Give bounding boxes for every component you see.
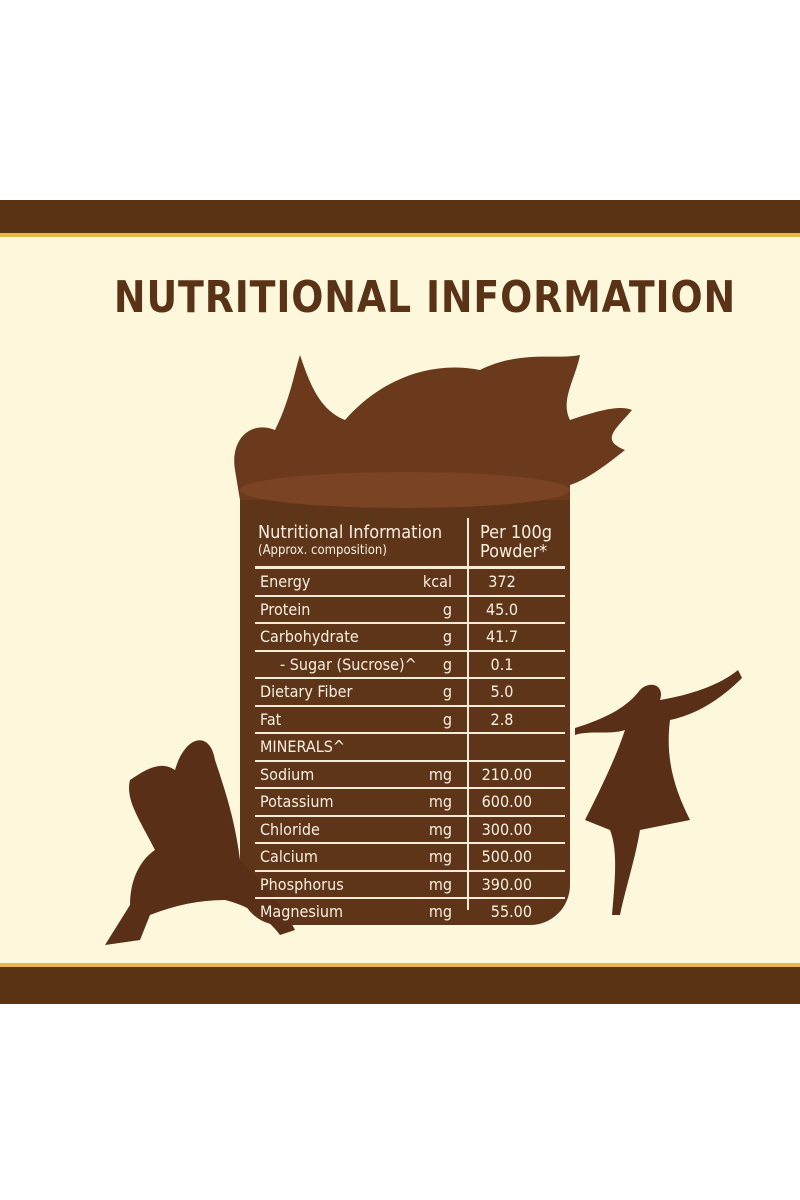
table-row: Potassium mg 600.00: [255, 789, 565, 817]
nutrient-unit: mg: [428, 764, 452, 784]
table-row: Energy kcal 372: [255, 569, 565, 597]
kneeling-figure: [105, 740, 295, 945]
header-per-100g: Per 100g: [480, 522, 553, 543]
header-sublabel: (Approx. composition): [258, 543, 387, 558]
nutrient-value: 300.00: [481, 819, 532, 839]
nutrient-name: Chloride: [260, 819, 320, 839]
nutrient-name: Potassium: [260, 792, 334, 811]
nutrient-unit: mg: [428, 792, 452, 811]
nutrient-name: Carbohydrate: [260, 627, 359, 646]
table-row: - Sugar (Sucrose)^ g 0.1: [255, 652, 565, 679]
table-row: Magnesium mg 55.00: [255, 899, 565, 925]
table-row: Calcium mg 500.00: [255, 844, 565, 872]
chocolate-splash: [234, 355, 632, 500]
nutrient-value: 45.0: [485, 599, 519, 619]
nutrient-value: 55.00: [490, 902, 532, 921]
nutrient-unit: mg: [428, 847, 452, 866]
table-row: Fat g 2.8: [255, 707, 565, 734]
nutrient-unit: g: [442, 627, 452, 646]
nutrient-name: - Sugar (Sucrose)^: [280, 654, 417, 674]
nutrient-value: 2.8: [490, 709, 514, 729]
table-row: Carbohydrate g 41.7: [255, 624, 565, 652]
nutrient-value: 600.00: [481, 792, 532, 811]
minerals-heading-row: MINERALS^: [255, 734, 565, 762]
nutrient-unit: g: [442, 654, 452, 674]
nutrient-value: 41.7: [485, 627, 519, 646]
nutrient-value: 0.1: [490, 654, 514, 674]
nutrient-value: 500.00: [481, 847, 532, 866]
nutrient-name: Magnesium: [260, 902, 344, 921]
nutrient-name: Dietary Fiber: [260, 682, 353, 701]
top-band: [0, 200, 800, 237]
table-header: Nutritional Information (Approx. composi…: [255, 518, 565, 569]
nutrient-unit: kcal: [422, 572, 452, 591]
nutrient-name: Phosphorus: [260, 874, 344, 894]
nutrient-value: 390.00: [481, 874, 532, 894]
header-powder: Powder*: [480, 541, 548, 562]
table-row: Sodium mg 210.00: [255, 762, 565, 789]
table-row: Dietary Fiber g 5.0: [255, 679, 565, 707]
nutrition-table: Nutritional Information (Approx. composi…: [255, 518, 565, 925]
dancing-figure: [575, 670, 742, 915]
bottom-band: [0, 963, 800, 1004]
chocolate-cup: [240, 470, 570, 925]
page-title: NUTRITIONAL INFORMATION: [113, 272, 737, 323]
table-row: Protein g 45.0: [255, 597, 565, 624]
table-row: Phosphorus mg 390.00: [255, 872, 565, 899]
nutrient-unit: g: [442, 599, 452, 619]
nutrient-name: Sodium: [260, 764, 315, 784]
nutrient-value: 210.00: [481, 764, 532, 784]
header-label: Nutritional Information: [258, 522, 443, 543]
table-row: Chloride mg 300.00: [255, 817, 565, 844]
nutrient-name: Fat: [260, 709, 282, 729]
nutrient-name: Calcium: [260, 847, 318, 866]
nutrient-unit: mg: [428, 874, 452, 894]
minerals-label: MINERALS^: [260, 737, 345, 756]
nutrient-name: Protein: [260, 599, 311, 619]
nutrient-value: 5.0: [490, 682, 514, 701]
nutrient-unit: mg: [428, 902, 452, 921]
nutrient-unit: g: [442, 682, 452, 701]
nutrient-unit: mg: [428, 819, 452, 839]
nutrient-unit: g: [442, 709, 452, 729]
nutrient-value: 372: [488, 572, 516, 591]
nutrient-name: Energy: [260, 572, 311, 591]
table-column-divider: [467, 518, 469, 910]
